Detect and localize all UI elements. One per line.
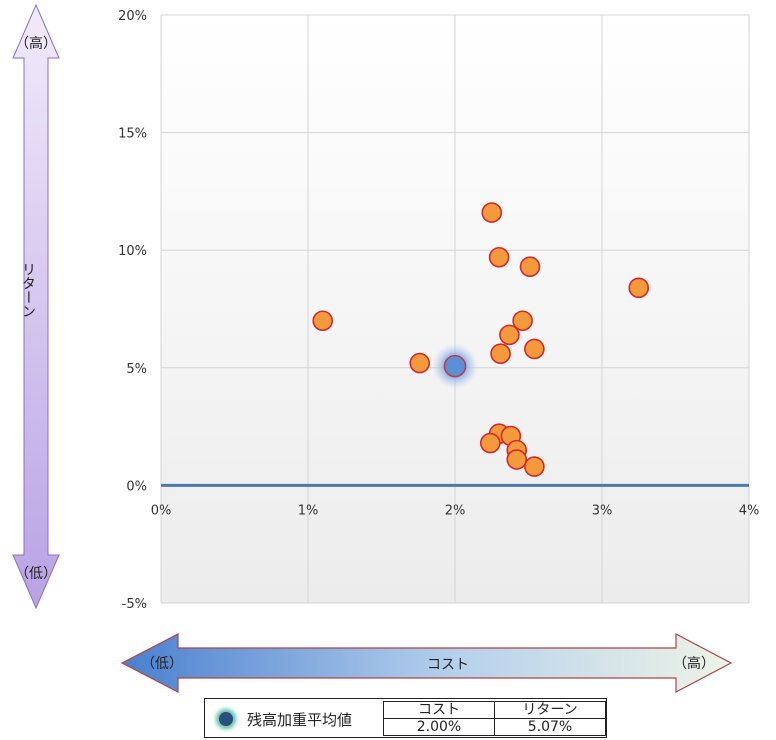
legend-table: コスト リターン 2.00% 5.07%: [383, 701, 606, 736]
legend: 残高加重平均値 コスト リターン 2.00% 5.07%: [204, 698, 607, 738]
data-point: [519, 256, 541, 277]
y-tick-label: 15%: [118, 127, 147, 142]
x-tick-label: 3%: [592, 503, 613, 518]
data-point: [490, 343, 511, 364]
x-tick-label: 1%: [298, 503, 319, 518]
data-point: [312, 310, 334, 332]
return-arrow-label: リターン: [20, 262, 36, 318]
data-point: [409, 352, 431, 374]
data-point: [506, 449, 528, 470]
legend-marker: [219, 712, 233, 726]
y-axis-ticks: -5% 0% 5% 10% 15% 20%: [118, 9, 147, 612]
y-tick-label: -5%: [122, 597, 147, 612]
data-point: [524, 456, 545, 477]
plot-area: -5% 0% 5% 10% 15% 20% 0% 1% 2% 3% 4%: [118, 9, 759, 612]
return-arrow-top-label: （高）: [15, 35, 57, 52]
chart: （高） （低） リターン -5% 0% 5% 10% 15% 20% 0% 1% 2% 3% 4%…: [12, 3, 759, 693]
legend-name: 残高加重平均値: [247, 711, 353, 729]
data-point: [512, 310, 533, 332]
data-point: [628, 277, 650, 299]
y-tick-label: 10%: [118, 244, 147, 259]
legend-value-return: 5.07%: [494, 718, 606, 736]
return-arrow-bottom-label: （低）: [15, 566, 57, 582]
x-tick-label: 0%: [151, 503, 172, 518]
x-tick-label: 2%: [445, 503, 466, 518]
x-axis-ticks: 0% 1% 2% 3% 4%: [151, 503, 760, 518]
legend-header-cost: コスト: [383, 701, 495, 719]
x-tick-label: 4%: [739, 503, 760, 518]
data-points: [312, 202, 650, 477]
data-point: [499, 324, 520, 346]
legend-header-return: リターン: [494, 701, 606, 719]
data-point: [479, 432, 501, 454]
return-arrow: [12, 3, 60, 610]
cost-arrow-left-label: （低）: [141, 656, 183, 672]
cost-arrow-right-label: （高）: [673, 655, 715, 672]
y-tick-label: 5%: [126, 362, 147, 377]
data-point: [524, 338, 545, 360]
y-tick-label: 0%: [126, 479, 147, 494]
data-point: [488, 246, 510, 268]
cost-arrow: [120, 633, 733, 693]
average-point: [443, 354, 467, 378]
data-point: [481, 202, 503, 223]
legend-value-cost: 2.00%: [383, 718, 495, 736]
y-tick-label: 20%: [118, 9, 147, 24]
cost-arrow-label: コスト: [427, 657, 469, 673]
